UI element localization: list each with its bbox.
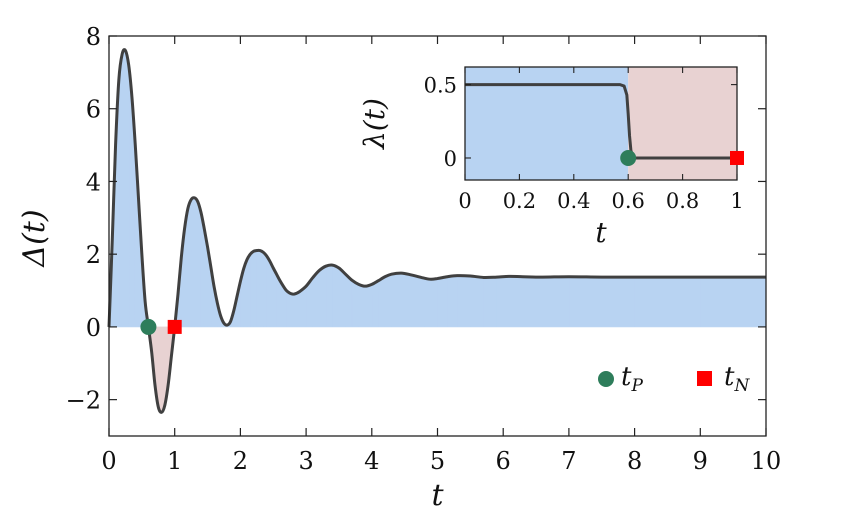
main-x-tick-label: 6 — [496, 447, 511, 475]
main-x-tick-label: 9 — [693, 447, 708, 475]
main-x-tick-label: 5 — [430, 447, 445, 475]
main-y-tick-label: 4 — [86, 168, 101, 196]
main-y-tick-label: 2 — [86, 241, 101, 269]
main-y-tick-label: 8 — [86, 23, 101, 51]
main-marker-tn — [167, 319, 182, 334]
inset-plot: 0 0.2 0.4 0.6 0.8 1 0 0.5 t λ(t) — [358, 66, 744, 249]
main-series-line — [107, 48, 766, 414]
main-x-tick-label: 10 — [751, 447, 782, 475]
inset-region — [628, 67, 737, 180]
legend: tP tN — [598, 362, 750, 396]
inset-x-axis-label: t — [595, 216, 607, 249]
main-x-tick-label: 1 — [167, 447, 182, 475]
main-y-tick-label: −2 — [66, 387, 101, 415]
inset-x-tick-label: 0.4 — [557, 189, 590, 213]
inset-y-axis-label: λ(t) — [358, 98, 391, 150]
legend-tp-marker — [598, 371, 614, 387]
inset-plot-frame — [464, 66, 738, 181]
main-y-axis-label: Δ(t) — [17, 209, 52, 267]
main-y-tick-label: 6 — [86, 96, 101, 124]
inset-ticks: 0 0.2 0.4 0.6 0.8 1 0 0.5 — [424, 67, 744, 213]
inset-x-tick-label: 0.6 — [611, 189, 644, 213]
main-markers — [140, 318, 182, 335]
inset-markers — [620, 149, 744, 166]
inset-marker-tn — [730, 150, 744, 165]
inset-x-tick-label: 0.2 — [503, 189, 536, 213]
main-x-tick-label: 4 — [364, 447, 379, 475]
main-y-tick-label: 0 — [86, 314, 101, 342]
inset-x-tick-label: 0 — [458, 189, 471, 213]
legend-tp-label: tP — [621, 362, 643, 396]
main-marker-tp — [140, 318, 157, 335]
main-x-axis-label: t — [431, 478, 444, 512]
inset-x-tick-label: 1 — [730, 189, 743, 213]
inset-x-tick-label: 0.8 — [666, 189, 699, 213]
main-x-tick-label: 2 — [233, 447, 248, 475]
inset-y-tick-label: 0.5 — [424, 74, 457, 98]
inset-marker-tp — [620, 149, 637, 166]
main-x-tick-label: 0 — [101, 447, 116, 475]
main-x-tick-label: 8 — [627, 447, 642, 475]
main-x-tick-label: 3 — [298, 447, 313, 475]
inset-y-tick-label: 0 — [444, 147, 457, 171]
legend-tn-label: tN — [724, 362, 750, 396]
main-x-tick-label: 7 — [561, 447, 576, 475]
legend-tn-marker — [697, 371, 712, 386]
